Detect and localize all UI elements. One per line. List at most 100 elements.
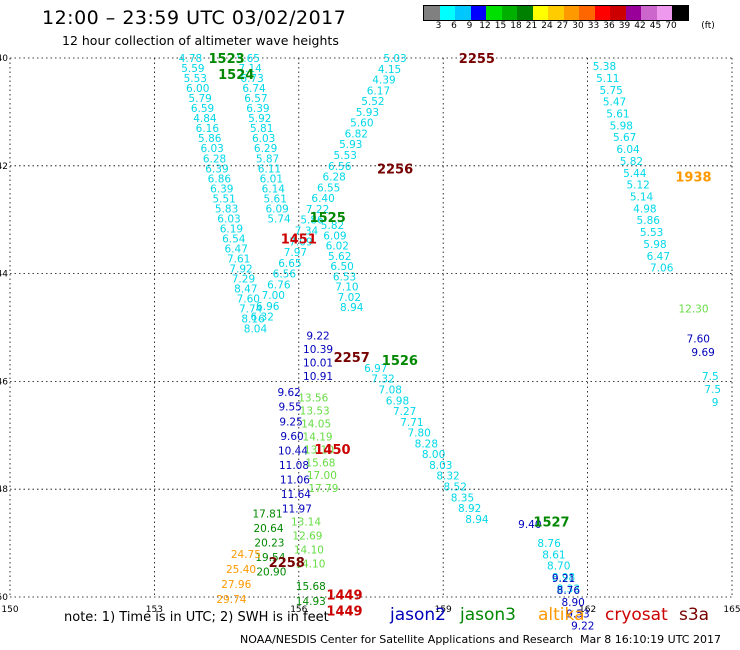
swh-value: 6.03: [252, 133, 275, 145]
swh-value: 27.96: [221, 579, 251, 591]
swh-value: 5.14: [630, 192, 654, 204]
swh-value: 6.40: [311, 193, 334, 205]
swh-value: 14.10: [295, 559, 325, 571]
color-scale-label: 15: [494, 21, 507, 31]
color-scale-label: 24: [541, 21, 553, 31]
swh-value: 7.5: [704, 384, 721, 396]
swh-value: 5.74: [267, 213, 291, 225]
lat-tick-label: -48: [0, 485, 8, 495]
swh-value: 8.04: [244, 324, 268, 336]
swh-value: 5.93: [356, 107, 379, 119]
legend-jason2: jason2: [390, 605, 446, 625]
swh-value: 9.40: [518, 519, 541, 531]
swh-value: 7.97: [284, 247, 307, 259]
legend-s3a: s3a: [679, 605, 710, 625]
swh-value: 14.19: [303, 431, 333, 443]
credit-line: NOAA/NESDIS Center for Satellite Applica…: [240, 633, 574, 646]
swh-value: 6.11: [258, 163, 281, 175]
swh-value: 6.28: [203, 153, 226, 165]
swh-value: 6.53: [333, 271, 356, 283]
color-swatch: [470, 6, 486, 20]
swh-value: 5.86: [198, 133, 222, 145]
swh-value: 6.96: [256, 301, 280, 313]
swh-value: 6.50: [330, 261, 353, 273]
swh-value: 10.44: [278, 445, 308, 457]
color-scale-label: 36: [603, 21, 615, 31]
swh-value: 15.68: [296, 581, 326, 593]
swh-value: 6.02: [326, 241, 349, 253]
swh-value: 6.28: [322, 172, 345, 184]
swh-value: 5.53: [640, 227, 663, 239]
swh-value: 5.67: [613, 132, 636, 144]
swh-value: 8.28: [415, 438, 438, 450]
swh-value: 13.56: [298, 393, 328, 405]
swh-value: 6.76: [267, 279, 291, 291]
swh-value: 5.82: [620, 156, 643, 168]
swh-value: 8.92: [458, 503, 481, 515]
color-scale-label: 39: [618, 21, 631, 31]
swh-value: 7.92: [229, 264, 252, 276]
swh-value: 6.54: [222, 233, 246, 245]
swh-value: 8.98: [552, 572, 575, 584]
swh-value: 6.04: [616, 144, 640, 156]
lat-tick-label: -46: [0, 377, 8, 387]
swh-value: 6.47: [225, 243, 248, 255]
swh-value: 8.35: [451, 492, 474, 504]
swh-value: 7.09: [289, 236, 312, 248]
swh-value: 8.94: [340, 302, 364, 314]
swh-value: 13.53: [300, 406, 330, 418]
color-swatch: [641, 6, 657, 20]
swh-value: 17.00: [307, 470, 337, 482]
lon-tick-label: 165: [723, 605, 740, 615]
swh-value: 8.90: [561, 597, 584, 609]
color-swatch: [486, 6, 502, 20]
swh-value: 6.82: [345, 128, 368, 140]
pass-number-label: 2258: [269, 556, 305, 571]
swh-value: 4.78: [179, 53, 202, 65]
pass-number-label: 1451: [281, 233, 317, 248]
swh-value: 19.54: [255, 552, 285, 564]
swh-value: 8.16: [241, 314, 265, 326]
swh-value: 6.16: [196, 123, 220, 135]
swh-value: 15.68: [305, 457, 335, 469]
color-scale-label: 42: [634, 21, 646, 31]
swh-color-scale: [423, 5, 689, 21]
swh-value: 5.98: [643, 239, 666, 251]
pass-number-label: 1938: [675, 171, 711, 186]
swh-value: 24.75: [231, 549, 261, 561]
swh-value: 8.32: [436, 471, 459, 483]
swh-value: 6.03: [200, 143, 223, 155]
swh-value: 8.70: [547, 561, 570, 573]
swh-value: 6.59: [191, 103, 214, 115]
swh-value: 5.62: [328, 251, 351, 263]
swh-value: 20.64: [253, 523, 283, 535]
color-swatch: [610, 6, 626, 20]
swh-value: 6.01: [260, 173, 283, 185]
swh-value: 6.39: [210, 183, 233, 195]
swh-value: 11.08: [279, 460, 309, 472]
swh-value: 12.30: [678, 304, 708, 316]
pass-number-label: 1523: [209, 52, 245, 67]
pass-number-label: 2257: [334, 351, 370, 366]
swh-value: 6.74: [242, 83, 266, 95]
swh-value: 14.93: [296, 596, 326, 608]
lat-tick-label: -44: [0, 270, 8, 280]
color-scale-labels: 3 6 9 12 15 18 21 24 27 30 33 36 39 42 45 70 (ft): [423, 21, 740, 33]
swh-value: 9.53: [566, 609, 589, 621]
color-scale-label: 9: [466, 21, 473, 31]
color-scale-label: 33: [587, 21, 600, 31]
swh-value: 17.81: [252, 508, 282, 520]
swh-value: 5.83: [215, 203, 238, 215]
swh-value: 5.87: [256, 153, 279, 165]
pass-number-label: 1525: [310, 211, 346, 226]
swh-value: 6.73: [240, 73, 263, 85]
swh-value: 8.76: [537, 538, 561, 550]
swh-value: 7.32: [371, 374, 394, 386]
swh-value: 6.98: [386, 395, 409, 407]
lat-tick-label: -40: [0, 54, 8, 64]
swh-value: 5.53: [184, 73, 207, 85]
color-swatch: [439, 6, 455, 20]
swh-value: 5.75: [599, 85, 622, 97]
swh-value: 10.91: [303, 371, 333, 383]
swh-value: 5.86: [637, 215, 661, 227]
